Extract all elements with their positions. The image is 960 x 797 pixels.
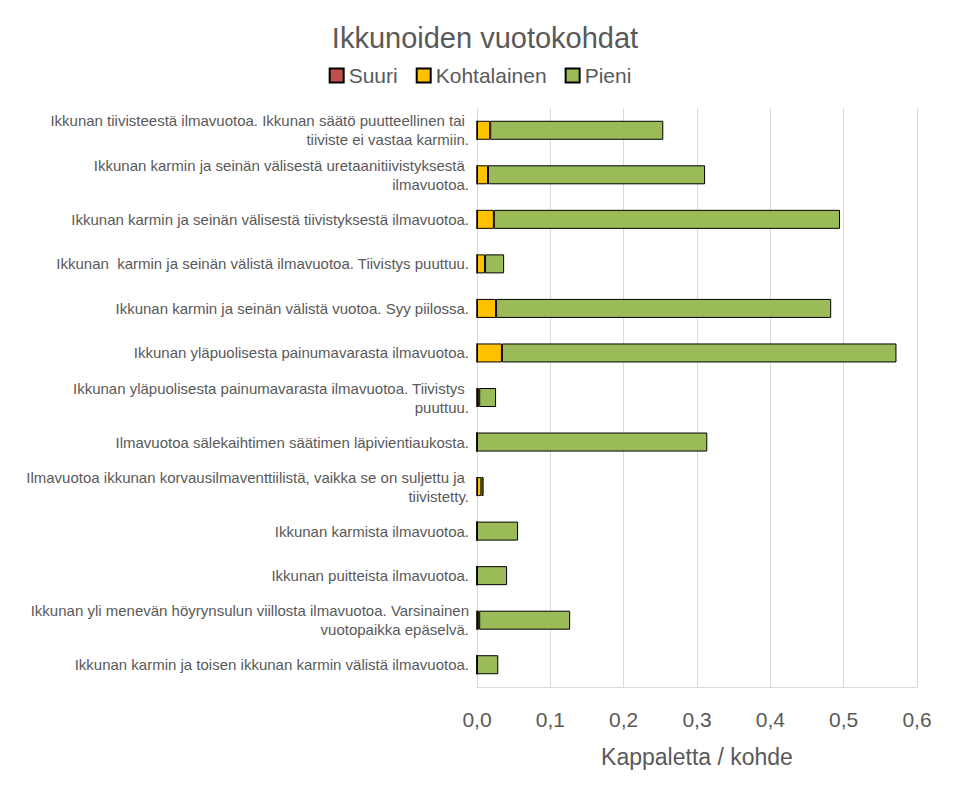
- svg-text:Ikkunan yläpuolisesta painumav: Ikkunan yläpuolisesta painumavarasta ilm…: [134, 344, 469, 361]
- svg-text:Pieni: Pieni: [585, 64, 632, 87]
- svg-text:Ikkunan yläpuolisesta painumav: Ikkunan yläpuolisesta painumavarasta ilm…: [73, 380, 469, 397]
- svg-text:Ikkunan karmin ja toisen ikkun: Ikkunan karmin ja toisen ikkunan karmin …: [75, 656, 469, 673]
- svg-text:Ikkunan yli menevän höyrynsulu: Ikkunan yli menevän höyrynsulun viillost…: [31, 602, 469, 619]
- svg-text:Ikkunan karmin ja seinän välis: Ikkunan karmin ja seinän välisestä ureta…: [94, 157, 469, 174]
- svg-text:0,0: 0,0: [462, 708, 491, 731]
- svg-text:puuttuu.: puuttuu.: [415, 399, 469, 416]
- svg-text:tiivistetty.: tiivistetty.: [408, 488, 469, 505]
- svg-text:Ikkunan karmista ilmavuotoa.: Ikkunan karmista ilmavuotoa.: [275, 523, 469, 540]
- svg-text:vuotopaikka epäselvä.: vuotopaikka epäselvä.: [316, 621, 469, 638]
- svg-text:Ilmavuotoa sälekaihtimen sääti: Ilmavuotoa sälekaihtimen säätimen läpivi…: [115, 434, 469, 451]
- svg-text:Ikkunoiden vuotokohdat: Ikkunoiden vuotokohdat: [332, 22, 638, 54]
- svg-text:Ikkunan karmin ja seinän väli: Ikkunan karmin ja seinän välistä ilmavuo…: [56, 255, 469, 272]
- svg-text:Kappaletta / kohde: Kappaletta / kohde: [601, 744, 793, 770]
- svg-text:0,5: 0,5: [829, 708, 858, 731]
- svg-text:ilmavuotoa.: ilmavuotoa.: [392, 176, 469, 193]
- svg-text:Kohtalainen: Kohtalainen: [436, 64, 547, 87]
- svg-text:Ilmavuotoa ikkunan korvausilma: Ilmavuotoa ikkunan korvausilmaventtiilis…: [26, 469, 469, 486]
- svg-text:Ikkunan karmin ja seinän välis: Ikkunan karmin ja seinän välisestä tiivi…: [71, 211, 469, 228]
- svg-text:0,3: 0,3: [682, 708, 711, 731]
- svg-text:Ikkunan tiivisteestä ilmavuoto: Ikkunan tiivisteestä ilmavuotoa. Ikkunan…: [50, 112, 469, 129]
- svg-text:Suuri: Suuri: [349, 64, 398, 87]
- svg-text:tiiviste ei vastaa karmiin.: tiiviste ei vastaa karmiin.: [306, 131, 469, 148]
- svg-text:Ikkunan karmin ja seinän välis: Ikkunan karmin ja seinän välistä vuotoa.…: [115, 300, 469, 317]
- svg-text:0,6: 0,6: [902, 708, 931, 731]
- svg-text:0,4: 0,4: [756, 708, 786, 731]
- svg-text:0,1: 0,1: [536, 708, 565, 731]
- svg-text:0,2: 0,2: [609, 708, 638, 731]
- svg-text:Ikkunan puitteista ilmavuotoa.: Ikkunan puitteista ilmavuotoa.: [271, 567, 469, 584]
